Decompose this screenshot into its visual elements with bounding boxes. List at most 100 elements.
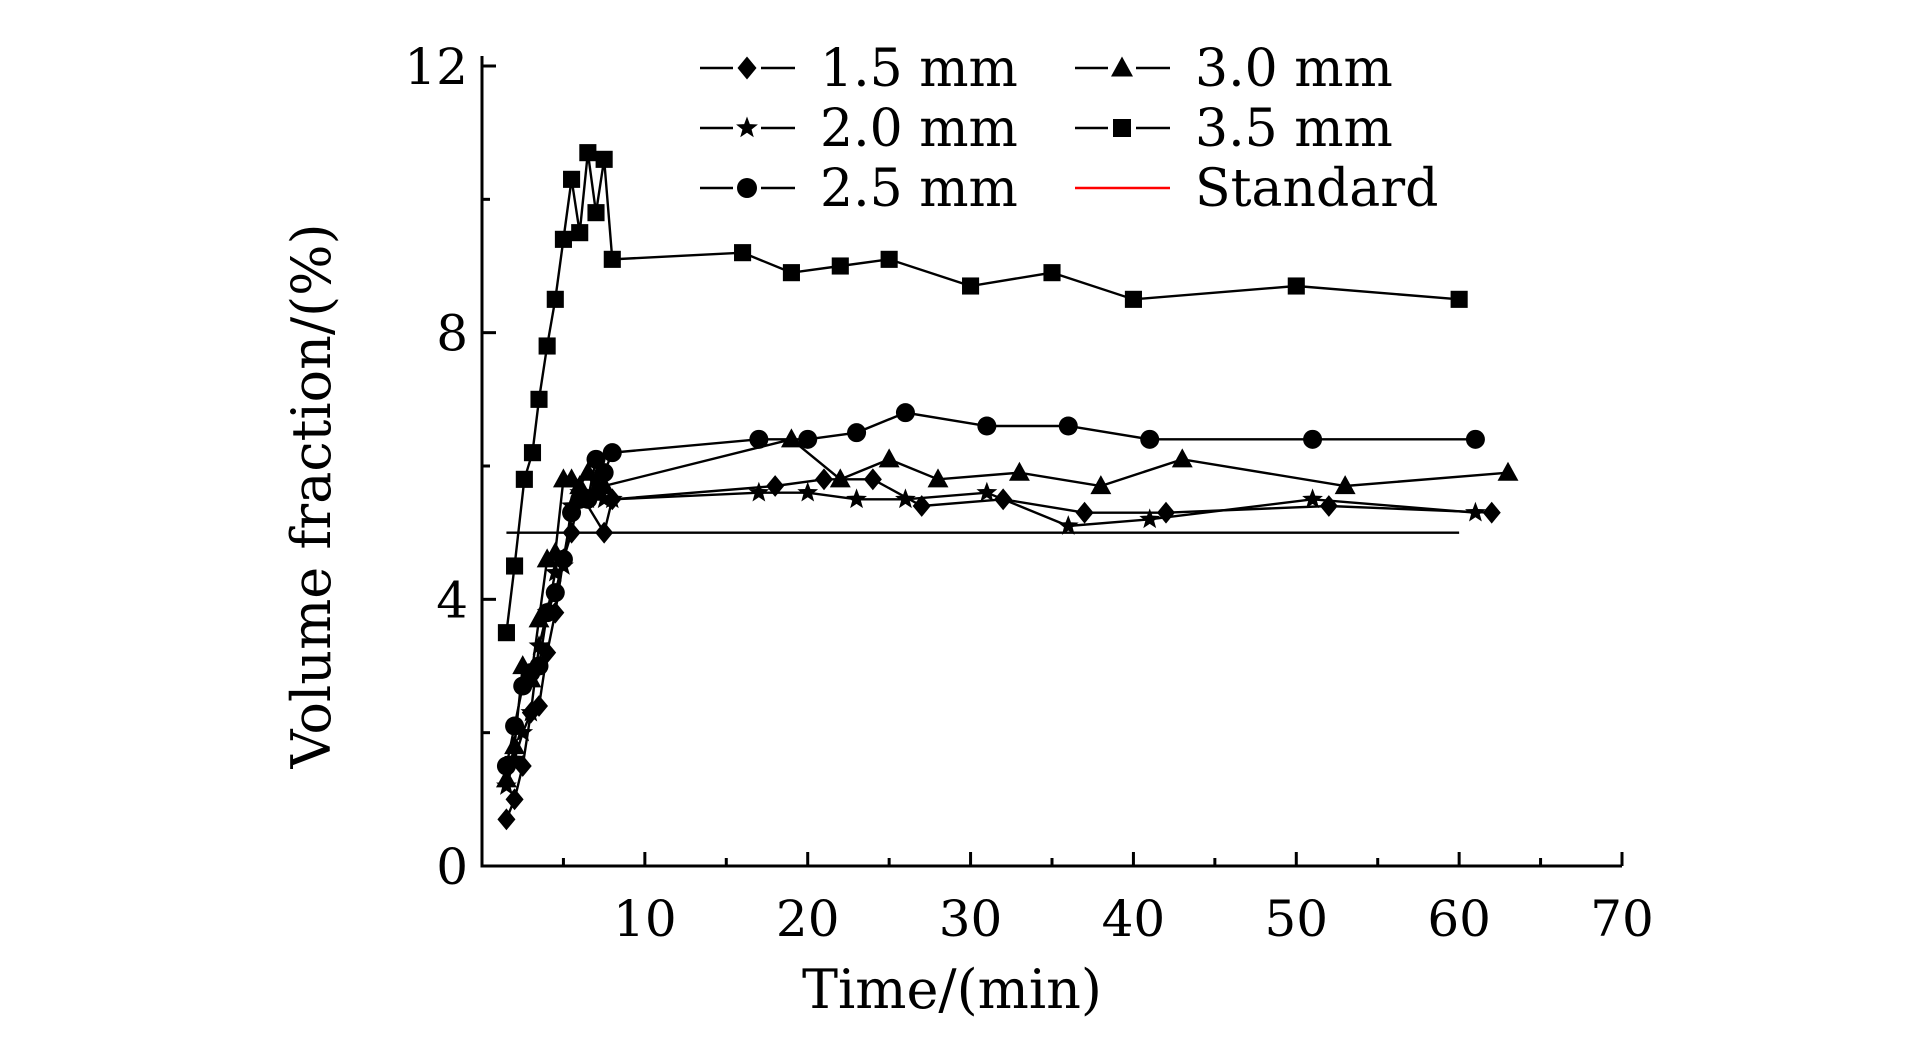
data-point-square — [880, 250, 898, 268]
data-point-star — [748, 481, 770, 502]
data-point-diamond — [766, 475, 785, 497]
series-3-5-mm — [497, 144, 1468, 642]
legend-label: 1.5 mm — [820, 39, 1018, 99]
data-point-star — [504, 748, 525, 769]
legend-item: Standard — [1075, 159, 1438, 219]
series-line-2-5-mm — [505, 411, 1476, 767]
data-point-diamond — [814, 468, 834, 491]
legend-item: 2.5 mm — [700, 159, 1018, 219]
data-point-triangle — [1090, 475, 1112, 495]
data-point-circle — [545, 583, 565, 603]
data-point-circle — [895, 403, 915, 423]
data-point-diamond — [1156, 501, 1176, 524]
series-2-0-mm — [496, 468, 1486, 795]
x-tick-label: 50 — [1264, 890, 1328, 948]
data-point-square — [546, 290, 564, 308]
data-point-circle — [847, 423, 867, 443]
data-point-triangle — [593, 475, 615, 495]
data-point-triangle — [569, 475, 591, 495]
data-point-diamond — [505, 788, 524, 811]
data-point-circle — [1140, 429, 1160, 449]
data-point-circle — [505, 716, 525, 736]
series-3-0-mm — [495, 428, 1519, 788]
data-point-square — [962, 277, 980, 295]
data-point-circle — [798, 429, 818, 449]
axes — [480, 56, 1622, 868]
data-point-square — [831, 257, 849, 275]
data-point-star — [601, 488, 623, 509]
series-1-5-mm — [497, 468, 1501, 831]
x-axis-title: Time/(min) — [802, 958, 1102, 1021]
data-point-square — [523, 444, 542, 462]
x-tick-label: 40 — [1102, 890, 1166, 948]
plot-area — [495, 144, 1519, 831]
data-point-circle — [594, 463, 614, 483]
data-point-star — [1302, 488, 1323, 509]
data-point-circle — [749, 429, 769, 449]
data-point-triangle — [1171, 448, 1193, 468]
x-tick-label: 60 — [1427, 890, 1491, 948]
legend-item: 3.0 mm — [1075, 39, 1393, 99]
legend-item: 2.0 mm — [700, 99, 1018, 159]
data-point-star — [1139, 508, 1161, 529]
series-line-3-5-mm — [505, 152, 1460, 633]
data-point-square — [506, 557, 524, 575]
data-point-square — [530, 390, 548, 408]
legend-marker-square — [1113, 119, 1131, 137]
data-point-triangle — [528, 608, 550, 628]
data-point-square — [538, 337, 556, 355]
legend-marker-circle — [737, 178, 757, 198]
x-tick-label: 20 — [776, 890, 840, 948]
data-point-triangle — [495, 768, 517, 788]
data-point-diamond — [497, 808, 516, 831]
data-point-triangle — [927, 468, 949, 488]
series-line-3-0-mm — [505, 438, 1509, 780]
data-point-triangle — [1008, 461, 1030, 481]
series-line-1-5-mm — [505, 478, 1492, 820]
legend-label: 3.0 mm — [1195, 39, 1393, 99]
y-tick-label: 4 — [436, 571, 468, 629]
data-point-circle — [1303, 429, 1323, 449]
data-point-star — [797, 481, 819, 502]
legend-label: 2.5 mm — [820, 159, 1018, 219]
data-point-star — [976, 481, 998, 502]
data-point-square — [603, 250, 621, 268]
data-point-diamond — [912, 495, 931, 517]
data-point-star — [520, 701, 542, 722]
x-tick-label: 70 — [1590, 890, 1654, 948]
y-tick-label: 12 — [404, 38, 468, 96]
data-point-diamond — [529, 695, 549, 717]
data-point-star — [846, 488, 867, 509]
data-point-star — [528, 635, 550, 655]
data-point-triangle — [520, 668, 542, 688]
data-point-triangle — [544, 541, 566, 561]
data-point-diamond — [1319, 495, 1338, 517]
data-point-star — [544, 561, 566, 582]
data-point-square — [554, 230, 572, 248]
data-point-square — [587, 204, 605, 222]
y-tick-label: 8 — [436, 305, 468, 363]
data-point-star — [895, 488, 916, 509]
data-point-square — [579, 144, 597, 162]
data-point-square — [1043, 264, 1061, 282]
x-tick-label: 30 — [939, 890, 1003, 948]
data-point-square — [734, 244, 752, 262]
data-point-diamond — [513, 755, 532, 777]
data-point-square — [1287, 277, 1305, 295]
data-point-circle — [977, 416, 997, 436]
data-point-square — [497, 624, 515, 642]
data-point-circle — [1465, 429, 1485, 449]
data-point-star — [1057, 515, 1079, 535]
data-point-diamond — [863, 468, 882, 491]
data-point-triangle — [577, 461, 599, 481]
series-2-5-mm — [496, 403, 1485, 776]
legend-item: 1.5 mm — [700, 39, 1018, 99]
series-line-2-0-mm — [505, 476, 1476, 787]
legend-item: 3.5 mm — [1075, 99, 1393, 159]
data-point-star — [512, 721, 534, 742]
data-point-diamond — [1482, 501, 1501, 524]
data-point-square — [515, 470, 533, 488]
legend-marker-star — [736, 116, 758, 138]
data-point-triangle — [512, 655, 534, 675]
